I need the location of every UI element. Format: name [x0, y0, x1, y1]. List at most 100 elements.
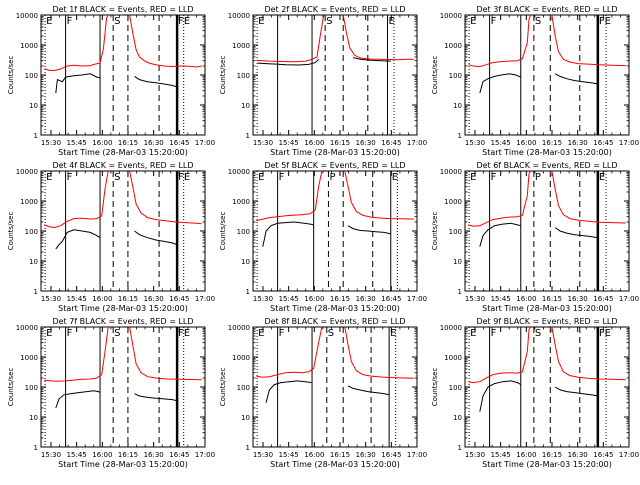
marker-label: F — [279, 328, 285, 339]
x-tick-label: 15:30 — [253, 295, 273, 303]
x-tick-label: 16:30 — [356, 451, 376, 459]
chart-panel-1: Det 1f BLACK = Events, RED = LLD 1 10 100 10… — [7, 5, 215, 157]
x-tick-label: 16:00 — [516, 139, 536, 147]
marker-label: S — [328, 328, 334, 339]
x-tick-label: 15:30 — [465, 451, 485, 459]
chart-panel-6: Det 6f BLACK = Events, RED = LLD 1 10 100 10… — [431, 161, 639, 313]
y-tick-label: 1 — [34, 288, 38, 296]
x-tick-label: 17:00 — [407, 139, 427, 147]
chart-title: Det 1f BLACK = Events, RED = LLD — [52, 5, 193, 14]
x-tick-label: 16:30 — [568, 139, 588, 147]
y-tick-label: 10 — [29, 414, 38, 422]
x-tick-label: 16:00 — [516, 451, 536, 459]
marker-label: F — [491, 16, 497, 27]
y-tick-label: 1 — [458, 132, 462, 140]
marker-label: E — [46, 328, 52, 339]
marker-label: E — [46, 172, 52, 183]
y-tick-label: 10 — [453, 414, 462, 422]
x-tick-label: 16:30 — [568, 295, 588, 303]
chart-panel-5: Det 5f BLACK = Events, RED = LLD 1 10 100 10… — [219, 161, 427, 313]
x-axis-label: Start Time (28-Mar-03 15:20:00) — [482, 304, 612, 313]
y-tick-label: 10000 — [440, 168, 462, 176]
x-tick-label: 16:15 — [542, 139, 562, 147]
y-tick-label: 10000 — [228, 168, 250, 176]
x-axis-label: Start Time (28-Mar-03 15:20:00) — [270, 304, 400, 313]
y-tick-label: 1000 — [444, 42, 462, 50]
y-tick-label: 100 — [449, 384, 462, 392]
x-tick-label: 17:00 — [619, 139, 639, 147]
series-line-black-events — [479, 222, 521, 247]
chart-title: Det 7f BLACK = Events, RED = LLD — [52, 317, 193, 326]
series-line-red-lld — [129, 327, 202, 381]
marker-label: E — [392, 172, 398, 183]
y-tick-label: 100 — [449, 72, 462, 80]
x-axis-label: Start Time (28-Mar-03 15:20:00) — [482, 460, 612, 469]
x-tick-label: 16:45 — [381, 451, 401, 459]
y-tick-label: 1 — [246, 132, 250, 140]
y-tick-label: 100 — [25, 72, 38, 80]
x-axis-label: Start Time (28-Mar-03 15:20:00) — [58, 304, 188, 313]
x-tick-label: 15:45 — [491, 451, 511, 459]
chart-title: Det 3f BLACK = Events, RED = LLD — [476, 5, 617, 14]
chart-panel-7: Det 7f BLACK = Events, RED = LLD 1 10 100 10… — [7, 317, 215, 469]
series-line-black-events — [134, 393, 178, 402]
x-tick-label: 15:30 — [465, 139, 485, 147]
x-tick-label: 17:00 — [195, 451, 215, 459]
y-tick-label: 1000 — [20, 42, 38, 50]
marker-label: P — [329, 172, 335, 183]
x-tick-label: 16:15 — [330, 295, 350, 303]
x-axis-label: Start Time (28-Mar-03 15:20:00) — [482, 148, 612, 157]
y-tick-label: 1 — [458, 444, 462, 452]
x-tick-label: 16:15 — [118, 451, 138, 459]
series-line-red-lld — [256, 171, 323, 222]
y-axis-label: Counts/sec — [7, 212, 15, 251]
marker-label: E — [470, 172, 476, 183]
y-tick-label: 10 — [241, 102, 250, 110]
marker-label: S — [114, 172, 120, 183]
x-tick-label: 16:30 — [568, 451, 588, 459]
x-tick-label: 17:00 — [195, 139, 215, 147]
x-tick-label: 16:45 — [593, 451, 613, 459]
marker-label: E — [258, 16, 264, 27]
series-line-red-lld — [129, 15, 202, 68]
x-tick-label: 15:45 — [279, 139, 299, 147]
series-line-red-lld — [551, 327, 626, 381]
y-tick-label: 10000 — [16, 324, 38, 332]
x-tick-label: 16:15 — [118, 139, 138, 147]
series-line-black-events — [257, 59, 319, 66]
series-line-red-lld — [256, 327, 323, 378]
y-axis-label: Counts/sec — [219, 368, 227, 407]
marker-label: S — [535, 16, 541, 27]
marker-label: F — [67, 16, 73, 27]
series-line-red-lld — [342, 15, 414, 61]
x-axis-label: Start Time (28-Mar-03 15:20:00) — [270, 460, 400, 469]
series-line-black-events — [347, 225, 391, 235]
x-tick-label: 16:30 — [356, 139, 376, 147]
series-line-black-events — [352, 57, 391, 62]
chart-panel-3: Det 3f BLACK = Events, RED = LLD 1 10 100 10… — [431, 5, 639, 157]
x-tick-label: 16:15 — [330, 139, 350, 147]
chart-title: Det 9f BLACK = Events, RED = LLD — [476, 317, 617, 326]
x-tick-label: 17:00 — [407, 295, 427, 303]
marker-label: F — [491, 328, 497, 339]
y-tick-label: 10000 — [440, 324, 462, 332]
x-tick-label: 15:45 — [279, 295, 299, 303]
x-tick-label: 16:15 — [542, 295, 562, 303]
y-tick-label: 100 — [237, 72, 250, 80]
x-tick-label: 16:30 — [144, 295, 164, 303]
y-axis-label: Counts/sec — [7, 368, 15, 407]
chart-panel-2: Det 2f BLACK = Events, RED = LLD 1 10 100 10… — [219, 5, 427, 157]
y-axis-label: Counts/sec — [7, 56, 15, 95]
y-tick-label: 10000 — [440, 12, 462, 20]
series-line-black-events — [479, 380, 522, 412]
marker-label: E — [470, 328, 476, 339]
marker-label: E — [46, 16, 52, 27]
chart-title: Det 4f BLACK = Events, RED = LLD — [52, 161, 193, 170]
y-tick-label: 10000 — [228, 324, 250, 332]
x-tick-label: 17:00 — [619, 451, 639, 459]
y-tick-label: 10 — [29, 258, 38, 266]
series-line-red-lld — [551, 171, 626, 224]
marker-label: FE — [599, 16, 611, 27]
x-tick-label: 15:45 — [279, 451, 299, 459]
